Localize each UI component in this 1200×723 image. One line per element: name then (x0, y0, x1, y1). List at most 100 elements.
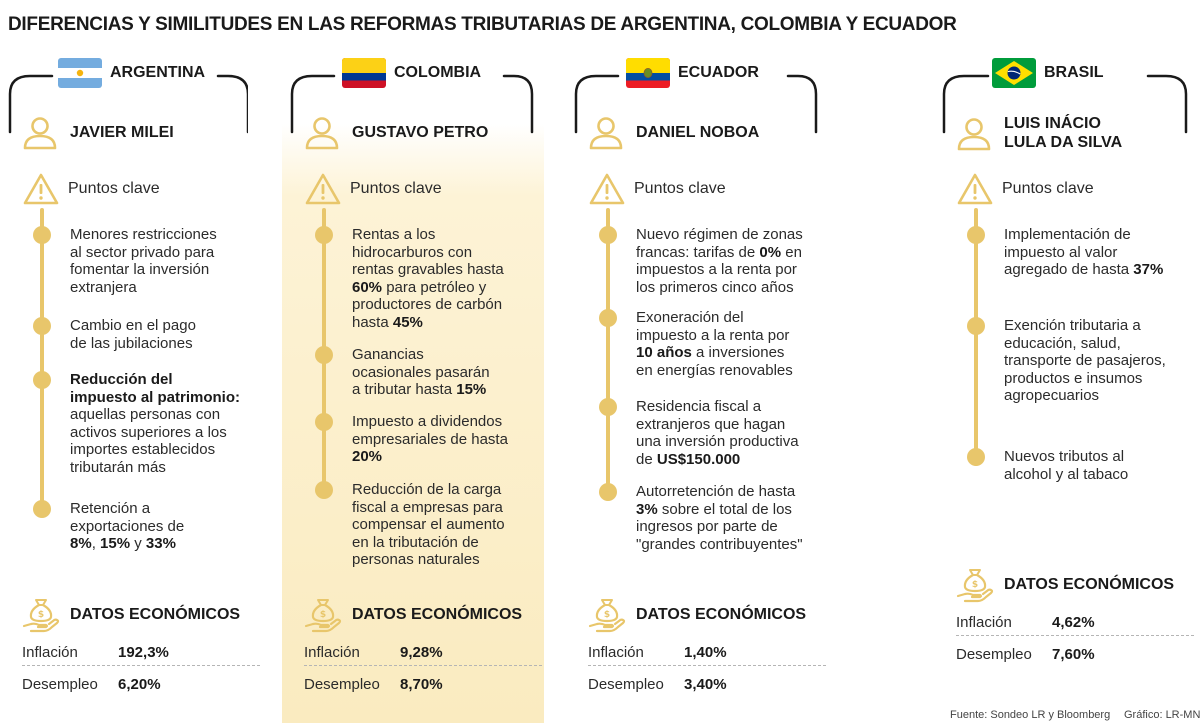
timeline-dot (315, 481, 333, 499)
inflation-value: 1,40% (684, 644, 727, 661)
key-point-line: Rentas a los (352, 226, 436, 243)
key-points-label: Puntos clave (634, 180, 726, 197)
key-point-text: Nuevo régimen de zonas francas: tarifas d… (636, 226, 846, 296)
column-colombia: COLOMBIA GUSTAVO PETRO Puntos clave Rent… (282, 0, 544, 723)
economic-data-header: $ DATOS ECONÓMICOS (588, 596, 806, 634)
key-point-line: importes establecidos (70, 441, 216, 458)
economic-data-title: DATOS ECONÓMICOS (1004, 576, 1175, 593)
key-point-line: impuesto al valor (1004, 243, 1118, 261)
key-point-text: Exoneración del impuesto a la renta por 10… (636, 309, 846, 379)
key-point-line: agropecuarios (1004, 387, 1100, 404)
key-point-text: Exención tributaria a educación, salud, tr… (1004, 317, 1200, 405)
key-point-line: rentas gravables hasta (352, 261, 504, 278)
inflation-label: Inflación (304, 644, 360, 661)
svg-text:$: $ (38, 610, 44, 620)
president-row: LUIS INÁCIO LULA DA SILVA (956, 114, 1122, 152)
president-name-line: GUSTAVO PETRO (352, 123, 489, 141)
source-note: Fuente: Sondeo LR y Bloomberg (950, 709, 1111, 721)
key-point-text: Ganancias ocasionales pasarán a tributar h… (352, 346, 562, 399)
header-bracket (290, 74, 534, 134)
brasil-flag-icon (992, 58, 1036, 88)
key-point-line: hasta 45% (352, 313, 423, 331)
economic-data-title: DATOS ECONÓMICOS (352, 606, 523, 623)
president-row: GUSTAVO PETRO (304, 114, 488, 150)
svg-text:$: $ (604, 610, 610, 620)
timeline-line (40, 208, 44, 510)
column-ecuador: ECUADOR DANIEL NOBOA Puntos clave Nuevo … (566, 0, 848, 723)
key-point-line: de US$150.000 (636, 450, 741, 468)
inflation-row: Inflación 192,3% (22, 642, 260, 666)
svg-text:$: $ (972, 580, 978, 590)
inflation-label: Inflación (22, 644, 78, 661)
key-point-line: impuestos a la renta por (636, 261, 797, 278)
key-point-line: Implementación de (1004, 226, 1131, 243)
key-points-header: Puntos clave (588, 172, 726, 206)
key-point-line: Nuevo régimen de zonas (636, 226, 803, 243)
argentina-flag-icon (58, 58, 102, 88)
key-point-line: los primeros cinco años (636, 278, 794, 296)
person-icon (23, 117, 57, 150)
unemployment-label: Desempleo (304, 676, 380, 693)
person-icon (957, 118, 991, 151)
key-points-header: Puntos clave (956, 172, 1094, 206)
timeline-line (974, 208, 978, 466)
unemployment-label: Desempleo (956, 646, 1032, 663)
inflation-row: Inflación 9,28% (304, 642, 542, 666)
economic-data-title: DATOS ECONÓMICOS (636, 606, 807, 623)
inflation-value: 4,62% (1052, 614, 1095, 631)
warning-icon (305, 173, 341, 205)
timeline-dot (599, 398, 617, 416)
key-point-text: Retención a exportaciones de 8%, 15% y 33% (70, 500, 280, 553)
colombia-flag-icon (342, 58, 386, 88)
key-point-line: 60% para petróleo y (352, 278, 487, 296)
key-point-line: hidrocarburos con (352, 243, 473, 261)
key-points-label: Puntos clave (350, 180, 442, 197)
key-point-line: Autorretención de hasta (636, 483, 796, 500)
key-point-line: aquellas personas con (70, 406, 221, 423)
president-row: DANIEL NOBOA (588, 114, 759, 150)
key-point-line: productores de carbón (352, 296, 503, 313)
unemployment-row: Desempleo 6,20% (22, 674, 260, 698)
money-bag-hand-icon: $ (956, 569, 994, 603)
key-point-line: alcohol y al tabaco (1004, 465, 1129, 483)
president-name-line: LULA DA SILVA (1004, 134, 1123, 151)
timeline-dot (33, 226, 51, 244)
key-point-line: impuesto a la renta por (636, 326, 790, 344)
key-point-line: 20% (352, 448, 383, 465)
person-icon (589, 117, 623, 150)
inflation-value: 192,3% (118, 644, 169, 661)
country-header: COLOMBIA (342, 58, 481, 88)
key-point-line: empresariales de hasta (352, 430, 508, 448)
key-point-text: Autorretención de hasta 3% sobre el total… (636, 483, 846, 553)
key-point-text: Reducción del impuesto al patrimonio: aque… (70, 371, 280, 476)
key-point-line: ingresos por parte de (636, 518, 778, 535)
key-point-line: francas: tarifas de 0% en (636, 243, 802, 261)
key-point-line: Nuevos tributos al (1004, 448, 1125, 465)
president-row: JAVIER MILEI (22, 114, 174, 150)
money-bag-hand-icon: $ (22, 599, 60, 633)
president-name: LUIS INÁCIO LULA DA SILVA (1004, 114, 1122, 152)
timeline-dot (967, 226, 985, 244)
ecuador-flag-icon (626, 58, 670, 88)
key-point-line: Ganancias (352, 346, 424, 363)
key-point-line: Reducción de la carga (352, 481, 502, 498)
country-name: ARGENTINA (110, 64, 206, 81)
key-point-line: Reducción del (70, 371, 173, 388)
economic-data-title: DATOS ECONÓMICOS (70, 606, 241, 623)
key-point-line: personas naturales (352, 551, 480, 568)
timeline-dot (315, 226, 333, 244)
timeline-dot (315, 413, 333, 431)
unemployment-row: Desempleo 8,70% (304, 674, 542, 698)
key-point-line: Menores restricciones (70, 226, 217, 243)
key-point-line: educación, salud, (1004, 334, 1121, 352)
key-point-line: 3% sobre el total de los (636, 500, 792, 518)
key-point-text: Cambio en el pago de las jubilaciones (70, 317, 280, 352)
person-icon (305, 117, 339, 150)
key-point-line: 10 años a inversiones (636, 344, 785, 361)
president-name: JAVIER MILEI (70, 123, 174, 142)
money-bag-hand-icon: $ (304, 599, 342, 633)
key-point-text: Implementación de impuesto al valor agrega… (1004, 226, 1200, 279)
unemployment-value: 8,70% (400, 676, 443, 693)
president-name-line: JAVIER MILEI (70, 123, 174, 141)
country-header: BRASIL (992, 58, 1104, 88)
